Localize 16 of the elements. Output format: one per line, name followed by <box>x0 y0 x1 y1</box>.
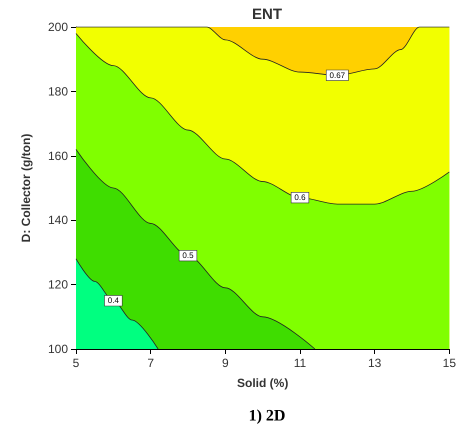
y-tick-label: 120 <box>48 278 68 292</box>
y-tick-label: 180 <box>48 84 68 98</box>
chart-title: ENT <box>252 6 282 23</box>
x-tick-label: 5 <box>72 356 80 370</box>
x-tick-label: 13 <box>368 356 382 370</box>
x-tick-label: 11 <box>294 356 307 370</box>
y-tick-label: 140 <box>48 213 68 228</box>
y-tick-label: 160 <box>48 148 68 163</box>
x-axis-title: Solid (%) <box>237 376 288 390</box>
x-tick-label: 15 <box>442 356 456 370</box>
x-tick-label: 9 <box>222 356 229 370</box>
y-tick-label: 100 <box>48 342 68 356</box>
y-tick-label: 200 <box>48 20 68 34</box>
text: 1) 2D <box>248 408 286 424</box>
y-axis-title: D: Collector (g/ton) <box>19 134 33 242</box>
x-tick-label: 7 <box>147 356 154 370</box>
